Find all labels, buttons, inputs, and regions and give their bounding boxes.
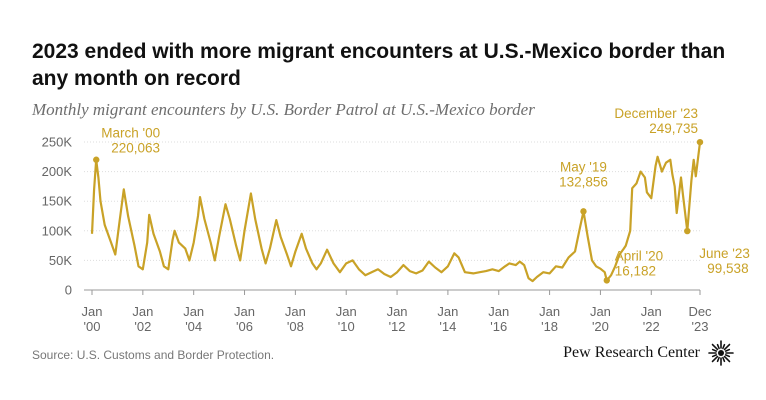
x-tick-label-month: Jan	[285, 304, 306, 319]
annotation-point-jun23	[684, 227, 691, 235]
annotation-label-dec23: December '23	[614, 106, 698, 121]
x-tick-label-month: Jan	[437, 304, 458, 319]
x-tick-label-year: '14	[439, 319, 456, 334]
annotation-point-may19	[580, 208, 587, 215]
x-tick-label-month: Jan	[641, 304, 662, 319]
x-tick-label-year: '02	[134, 319, 151, 334]
x-tick-label-year: '22	[643, 319, 660, 334]
y-tick-label: 250K	[42, 135, 73, 150]
x-tick-label-year: '18	[541, 319, 558, 334]
x-tick-label-year: '10	[338, 319, 355, 334]
x-tick-label-year: '08	[287, 319, 304, 334]
y-tick-label: 100K	[42, 223, 73, 238]
x-tick-label-month: Jan	[234, 304, 255, 319]
x-tick-label-month: Dec	[688, 304, 712, 319]
annotation-value-jun23: 99,538	[707, 261, 748, 276]
annotation-point-mar00	[93, 156, 100, 163]
y-tick-label: 150K	[42, 194, 73, 209]
source-note: Source: U.S. Customs and Border Protecti…	[32, 348, 275, 362]
chart-subtitle: Monthly migrant encounters by U.S. Borde…	[32, 100, 535, 119]
sunburst-ray	[711, 355, 719, 363]
sunburst-ray	[711, 343, 719, 351]
y-tick-label: 0	[65, 283, 72, 298]
series-line-encounters	[90, 142, 702, 283]
sunburst-icon	[708, 340, 734, 366]
x-tick-label-month: Jan	[488, 304, 509, 319]
x-axis-ticks: Jan'00Jan'02Jan'04Jan'06Jan'08Jan'10Jan'…	[82, 290, 712, 334]
x-tick-label-year: '12	[389, 319, 406, 334]
annotation-label-may19: May '19	[560, 159, 607, 174]
annotation-value-apr20: 16,182	[615, 263, 656, 278]
x-tick-label-month: Jan	[336, 304, 357, 319]
sunburst-ray	[722, 343, 726, 350]
x-tick-label-month: Jan	[539, 304, 560, 319]
sunburst-ray	[711, 348, 718, 352]
gridlines	[84, 141, 700, 261]
annotation-label-mar00: March '00	[101, 126, 160, 141]
x-tick-label-month: Jan	[183, 304, 204, 319]
x-tick-label-year: '00	[84, 319, 101, 334]
annotation-value-dec23: 249,735	[649, 121, 698, 136]
annotation-value-mar00: 220,063	[111, 141, 160, 156]
annotation-point-dec23	[696, 138, 704, 146]
y-tick-label: 50K	[49, 253, 72, 268]
x-tick-label-year: '06	[236, 319, 253, 334]
x-tick-label-year: '23	[692, 319, 709, 334]
sunburst-ray	[723, 343, 731, 351]
sunburst-ray	[716, 356, 720, 363]
x-tick-label-month: Jan	[82, 304, 103, 319]
annotation-point-apr20	[603, 277, 610, 284]
x-tick-label-month: Jan	[132, 304, 153, 319]
x-tick-label-year: '20	[592, 319, 609, 334]
sunburst-ray	[711, 354, 718, 358]
x-tick-label-month: Jan	[387, 304, 408, 319]
sunburst-ray	[724, 348, 731, 352]
sunburst-ray	[722, 356, 726, 363]
annotation-value-may19: 132,856	[559, 174, 608, 189]
y-axis-ticks: 0 50K 100K 150K 200K 250K	[42, 135, 73, 298]
chart-title: 2023 ended with more migrant encounters …	[32, 40, 726, 90]
sunburst-ray	[716, 343, 720, 350]
sunburst-ray	[724, 354, 731, 358]
x-tick-label-month: Jan	[590, 304, 611, 319]
sunburst-ray	[723, 355, 731, 363]
pew-logo: Pew Research Center	[563, 340, 734, 366]
x-tick-label-year: '04	[185, 319, 202, 334]
y-tick-label: 200K	[42, 164, 73, 179]
brand-name: Pew Research Center	[563, 344, 700, 361]
annotation-label-jun23: June '23	[699, 246, 750, 261]
x-tick-label-year: '16	[490, 319, 507, 334]
annotation-label-apr20: April '20	[615, 248, 663, 263]
